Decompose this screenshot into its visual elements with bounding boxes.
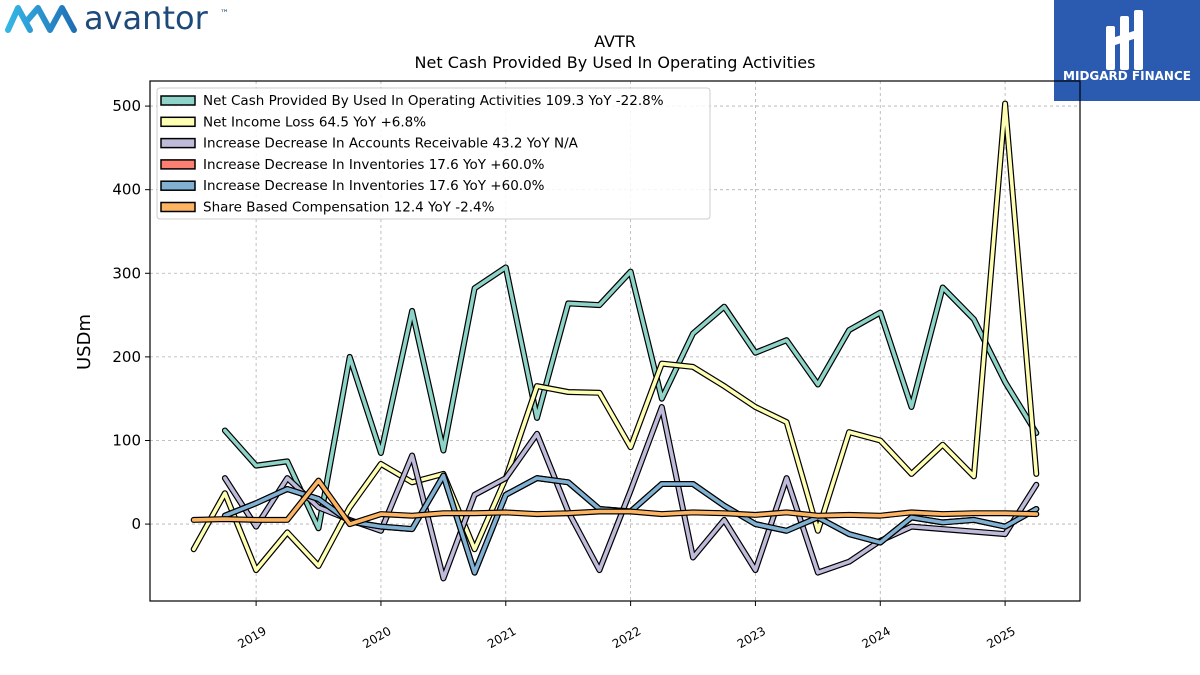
series-line — [191, 101, 1039, 572]
series-line — [223, 405, 1039, 581]
y-tick-label: 400 — [112, 181, 141, 199]
chart-title: AVTR — [594, 32, 636, 51]
series-line — [191, 478, 1039, 526]
y-axis-ticks: 0 100 200 300 400 500 — [112, 97, 150, 533]
legend-entry: Increase Decrease In Accounts Receivable… — [203, 136, 579, 152]
y-tick-label: 200 — [112, 348, 141, 366]
legend-entry: Increase Decrease In Inventories 17.6 Yo… — [203, 178, 545, 194]
x-tick-label: 2019 — [235, 624, 268, 651]
legend-entry: Share Based Compensation 12.4 YoY -2.4% — [203, 200, 495, 216]
chart-subtitle: Net Cash Provided By Used In Operating A… — [415, 53, 816, 72]
legend-entry: Increase Decrease In Inventories 17.6 Yo… — [203, 157, 545, 173]
legend: Net Cash Provided By Used In Operating A… — [156, 87, 711, 220]
y-tick-label: 500 — [112, 97, 141, 115]
midgard-finance-logo: MIDGARD FINANCE — [1054, 0, 1200, 101]
midgard-mark-icon — [1106, 10, 1143, 70]
y-tick-label: 300 — [112, 264, 141, 282]
y-axis-label: USDm — [74, 314, 95, 370]
series-lines — [190, 100, 1040, 582]
legend-entry: Net Cash Provided By Used In Operating A… — [203, 93, 664, 109]
x-tick-label: 2021 — [485, 624, 518, 651]
legend-entry: Net Income Loss 64.5 YoY +6.8% — [203, 114, 426, 130]
avantor-trademark: ™ — [220, 9, 229, 19]
legend-swatch — [160, 116, 196, 128]
x-axis-ticks: 2019 2020 2021 2022 2023 2024 2025 — [235, 601, 1018, 651]
plot-frame — [149, 80, 1081, 602]
series-line — [223, 265, 1039, 531]
x-tick-label: 2024 — [860, 624, 893, 651]
x-tick-label: 2025 — [984, 624, 1017, 651]
avantor-logo: avantor ™ — [4, 0, 244, 38]
legend-swatch — [160, 159, 196, 170]
legend-swatch — [160, 95, 196, 106]
y-tick-label: 0 — [131, 515, 141, 533]
avantor-logo-text: avantor — [84, 2, 209, 37]
series-5 — [190, 477, 1040, 528]
legend-swatch — [160, 201, 196, 213]
avantor-mark-icon — [5, 5, 77, 33]
series-1 — [190, 100, 1040, 574]
series-0 — [221, 264, 1040, 532]
legend-box — [156, 87, 711, 220]
series-2 — [221, 404, 1040, 582]
x-tick-label: 2022 — [610, 624, 643, 651]
midgard-logo-text: MIDGARD FINANCE — [1063, 69, 1191, 83]
legend-swatch — [160, 180, 196, 191]
x-tick-label: 2023 — [735, 624, 768, 651]
x-tick-label: 2020 — [360, 624, 393, 651]
y-tick-label: 100 — [112, 431, 141, 449]
legend-swatch — [160, 137, 196, 149]
